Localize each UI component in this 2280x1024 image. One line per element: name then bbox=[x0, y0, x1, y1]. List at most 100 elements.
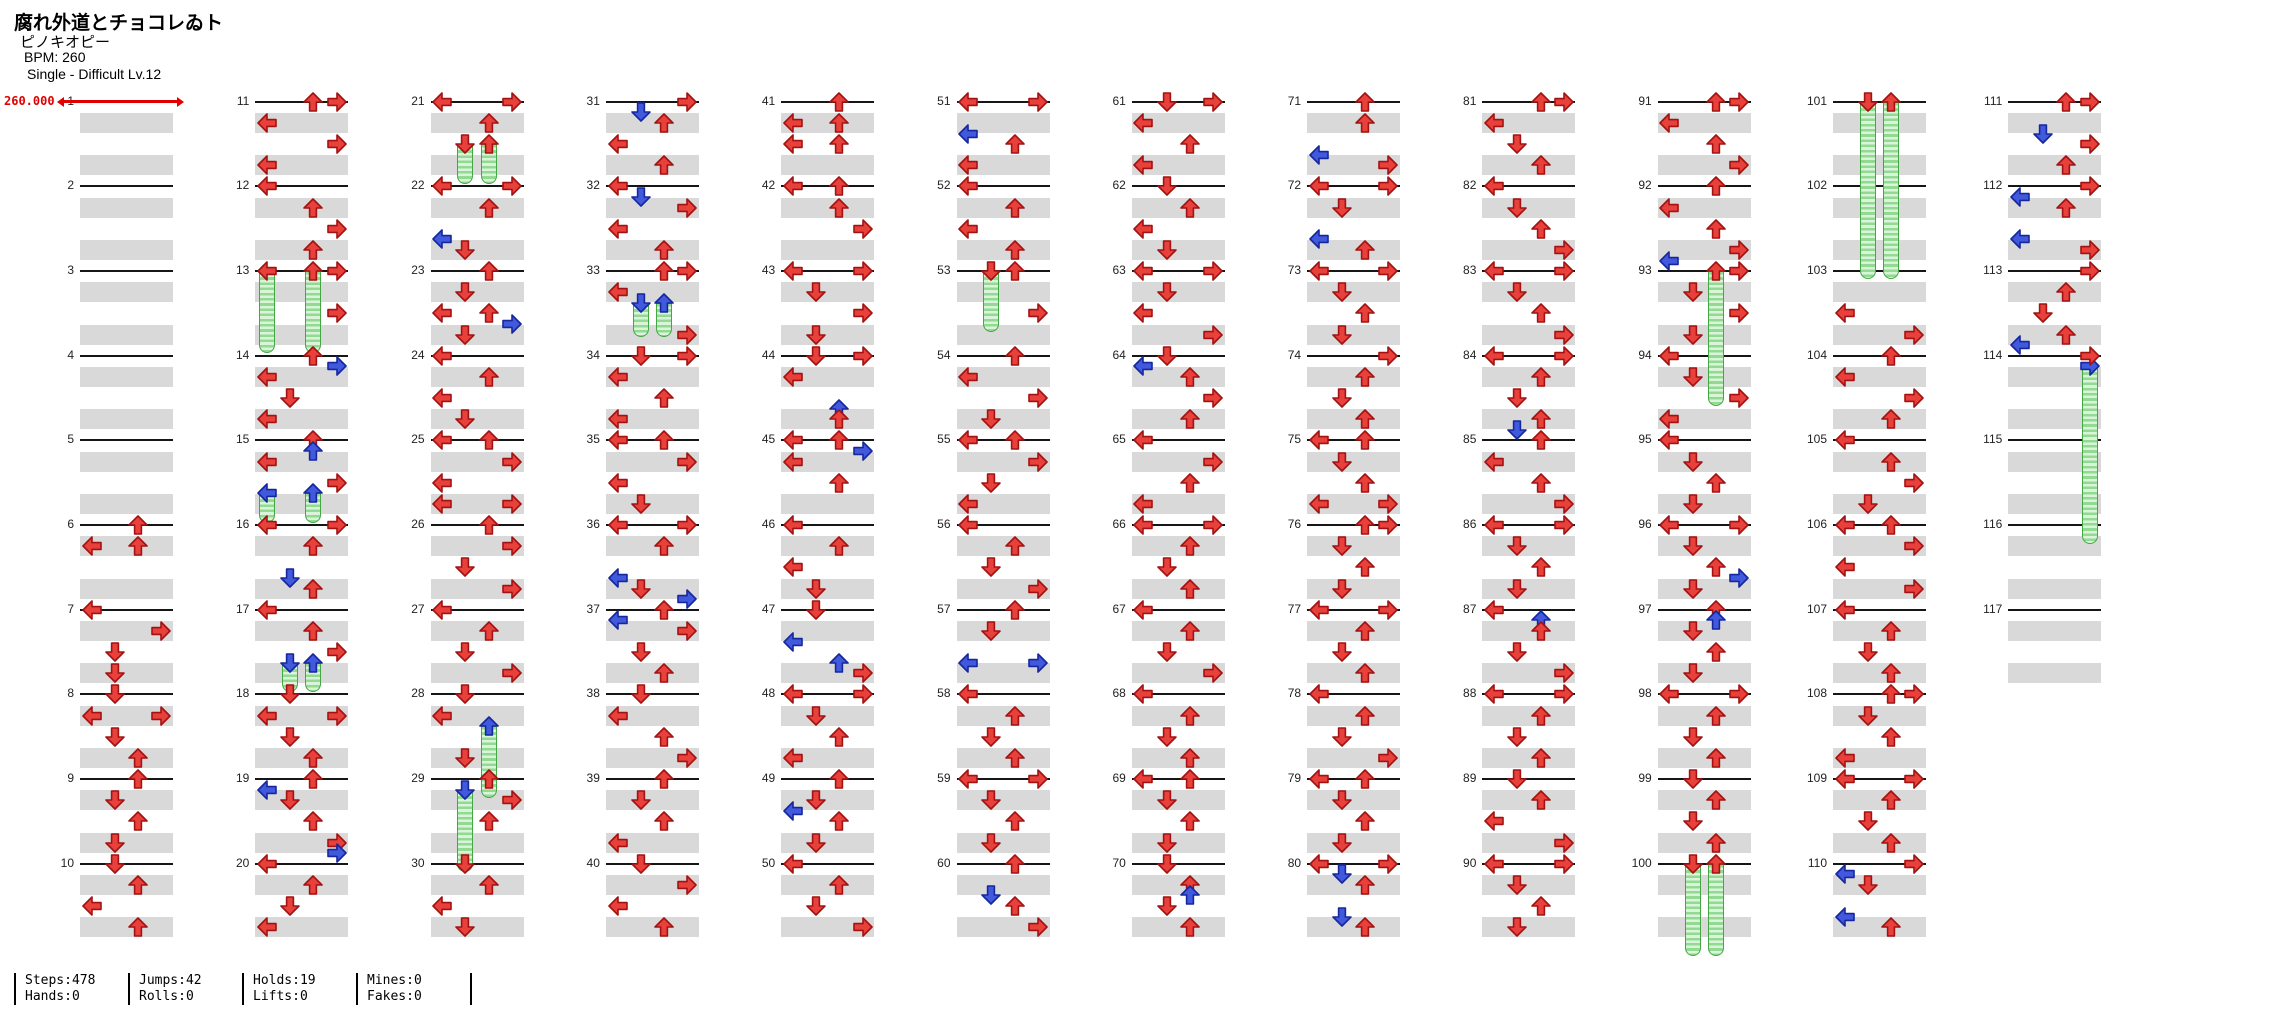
note-arrow-up-icon bbox=[1004, 853, 1025, 874]
beat-stripe bbox=[430, 112, 524, 133]
beat-stripe bbox=[255, 790, 349, 811]
note-arrow-right-icon bbox=[852, 917, 873, 938]
note-arrow-right-icon bbox=[326, 134, 347, 154]
note-arrow-up-icon bbox=[829, 875, 850, 895]
note-arrow-down-icon bbox=[981, 261, 1002, 281]
note-arrow-right-icon bbox=[677, 748, 698, 768]
note-arrow-left-icon bbox=[432, 494, 453, 514]
note-arrow-up-icon bbox=[303, 748, 324, 768]
beat-stripe bbox=[2008, 366, 2102, 387]
measure-line bbox=[1833, 439, 1926, 442]
note-arrow-down-icon bbox=[806, 896, 826, 916]
beat-stripe bbox=[1482, 747, 1576, 768]
note-arrow-up-icon bbox=[1355, 91, 1376, 112]
note-arrow-up-icon bbox=[654, 293, 674, 313]
note-arrow-right-icon bbox=[1904, 536, 1925, 557]
note-arrow-down-icon bbox=[1156, 896, 1177, 916]
beat-stripe bbox=[781, 282, 875, 303]
measure-number: 8 bbox=[67, 686, 74, 701]
note-arrow-down-icon bbox=[455, 642, 476, 662]
note-arrow-left-icon bbox=[607, 515, 628, 535]
note-arrow-down-icon bbox=[1858, 642, 1878, 662]
beat-stripe bbox=[781, 409, 875, 430]
note-arrow-left-icon bbox=[958, 515, 978, 535]
measure-number: 51 bbox=[937, 93, 951, 108]
note-arrow-down-icon bbox=[1858, 494, 1878, 514]
measure-line bbox=[1833, 862, 1926, 865]
note-arrow-left-icon bbox=[607, 409, 628, 430]
note-arrow-down-icon bbox=[806, 705, 826, 726]
beat-stripe bbox=[255, 832, 349, 853]
hold-note-down bbox=[1859, 101, 1876, 280]
measure-line bbox=[956, 778, 1050, 781]
measure-number: 21 bbox=[411, 93, 425, 108]
beat-stripe bbox=[956, 239, 1050, 260]
beat-stripe bbox=[1307, 790, 1401, 811]
measure-line bbox=[1131, 439, 1225, 442]
note-arrow-left-icon bbox=[607, 705, 628, 726]
beat-stripe bbox=[1657, 536, 1751, 557]
beat-stripe bbox=[255, 155, 349, 176]
note-arrow-right-icon bbox=[502, 314, 522, 334]
note-arrow-up-icon bbox=[1881, 917, 1901, 938]
measure-number: 27 bbox=[411, 601, 425, 616]
measure-line bbox=[255, 862, 349, 865]
beat-stripe bbox=[1657, 620, 1751, 641]
note-arrow-right-icon bbox=[677, 324, 698, 345]
note-arrow-down-icon bbox=[1156, 790, 1177, 811]
note-arrow-right-icon bbox=[1378, 853, 1399, 874]
measure-number: 24 bbox=[411, 347, 425, 362]
note-arrow-up-icon bbox=[1530, 91, 1551, 112]
note-arrow-down-icon bbox=[1156, 240, 1177, 260]
note-arrow-right-icon bbox=[1904, 769, 1925, 789]
measure-line bbox=[80, 862, 173, 865]
measure-number: 75 bbox=[1287, 432, 1302, 447]
beat-stripe bbox=[1657, 663, 1751, 684]
note-arrow-left-icon bbox=[1659, 250, 1680, 271]
measure-number: 59 bbox=[937, 771, 951, 786]
note-arrow-right-icon bbox=[1378, 515, 1399, 535]
note-arrow-right-icon bbox=[852, 684, 873, 705]
beat-stripe bbox=[2008, 282, 2102, 303]
note-arrow-right-icon bbox=[1904, 853, 1925, 874]
measure-number: 67 bbox=[1112, 601, 1126, 616]
note-arrow-left-icon bbox=[1834, 430, 1855, 451]
beat-stripe bbox=[1131, 663, 1225, 684]
beat-stripe bbox=[1307, 451, 1401, 472]
beat-stripe bbox=[430, 578, 524, 599]
beat-stripe bbox=[956, 747, 1050, 768]
note-arrow-up-icon bbox=[654, 917, 674, 938]
beat-stripe bbox=[1131, 155, 1225, 176]
beat-stripe bbox=[1482, 832, 1576, 853]
measure-line bbox=[2008, 524, 2102, 527]
measure-number: 71 bbox=[1287, 93, 1302, 108]
measure-line bbox=[1657, 354, 1751, 357]
measure-number: 39 bbox=[586, 771, 600, 786]
note-arrow-left-icon bbox=[1133, 430, 1154, 451]
note-arrow-right-icon bbox=[326, 356, 347, 377]
measure-line bbox=[1307, 100, 1401, 103]
note-arrow-left-icon bbox=[257, 917, 277, 938]
note-arrow-up-icon bbox=[1180, 367, 1200, 387]
measure-number: 93 bbox=[1638, 263, 1652, 278]
tempo-marker-left-tick bbox=[57, 97, 64, 107]
note-arrow-up-icon bbox=[1355, 409, 1376, 430]
beat-stripe bbox=[1482, 536, 1576, 557]
measure-number: 36 bbox=[586, 517, 600, 532]
note-arrow-up-icon bbox=[1004, 896, 1025, 916]
stat-cell-holds: Holds:19 Lifts:0 bbox=[242, 973, 356, 1005]
note-arrow-down-icon bbox=[1507, 282, 1528, 303]
beat-stripe bbox=[1657, 705, 1751, 726]
beat-stripe bbox=[605, 366, 699, 387]
measure-number: 77 bbox=[1287, 601, 1302, 616]
beat-stripe bbox=[80, 578, 173, 599]
note-arrow-up-icon bbox=[128, 875, 148, 895]
note-arrow-right-icon bbox=[2079, 240, 2100, 260]
note-arrow-up-icon bbox=[829, 113, 850, 133]
note-arrow-up-icon bbox=[2056, 155, 2077, 176]
note-arrow-up-icon bbox=[1706, 176, 1726, 197]
note-arrow-up-icon bbox=[478, 515, 499, 535]
measure-number: 56 bbox=[937, 517, 951, 532]
note-arrow-down-icon bbox=[1682, 726, 1703, 747]
note-arrow-down-icon bbox=[630, 790, 651, 811]
